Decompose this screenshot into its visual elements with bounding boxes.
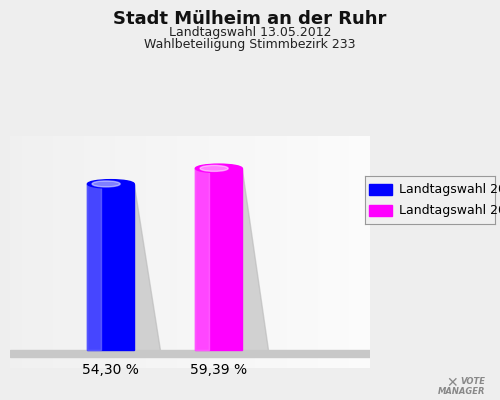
Bar: [369, 205, 392, 216]
Text: Wahlbeteiligung Stimmbezirk 233: Wahlbeteiligung Stimmbezirk 233: [144, 38, 356, 51]
Bar: [369, 184, 392, 195]
Ellipse shape: [196, 164, 242, 173]
Bar: [196, 168, 209, 350]
Ellipse shape: [200, 165, 228, 171]
Bar: [196, 168, 242, 350]
Text: Landtagswahl 2010: Landtagswahl 2010: [399, 204, 500, 217]
Text: Stadt Mülheim an der Ruhr: Stadt Mülheim an der Ruhr: [114, 10, 386, 28]
Bar: [10, 350, 370, 357]
Bar: [88, 184, 102, 350]
Text: 54,30 %: 54,30 %: [82, 364, 139, 378]
Text: Landtagswahl 13.05.2012: Landtagswahl 13.05.2012: [169, 26, 331, 39]
Text: Landtagswahl 2012: Landtagswahl 2012: [399, 183, 500, 196]
Text: ✕: ✕: [446, 376, 458, 390]
Bar: [88, 184, 134, 350]
Text: VOTE
MANAGER: VOTE MANAGER: [438, 377, 485, 396]
Text: 59,39 %: 59,39 %: [190, 364, 248, 378]
Polygon shape: [196, 168, 269, 355]
Polygon shape: [88, 184, 161, 355]
Ellipse shape: [92, 181, 120, 187]
Ellipse shape: [88, 180, 134, 188]
